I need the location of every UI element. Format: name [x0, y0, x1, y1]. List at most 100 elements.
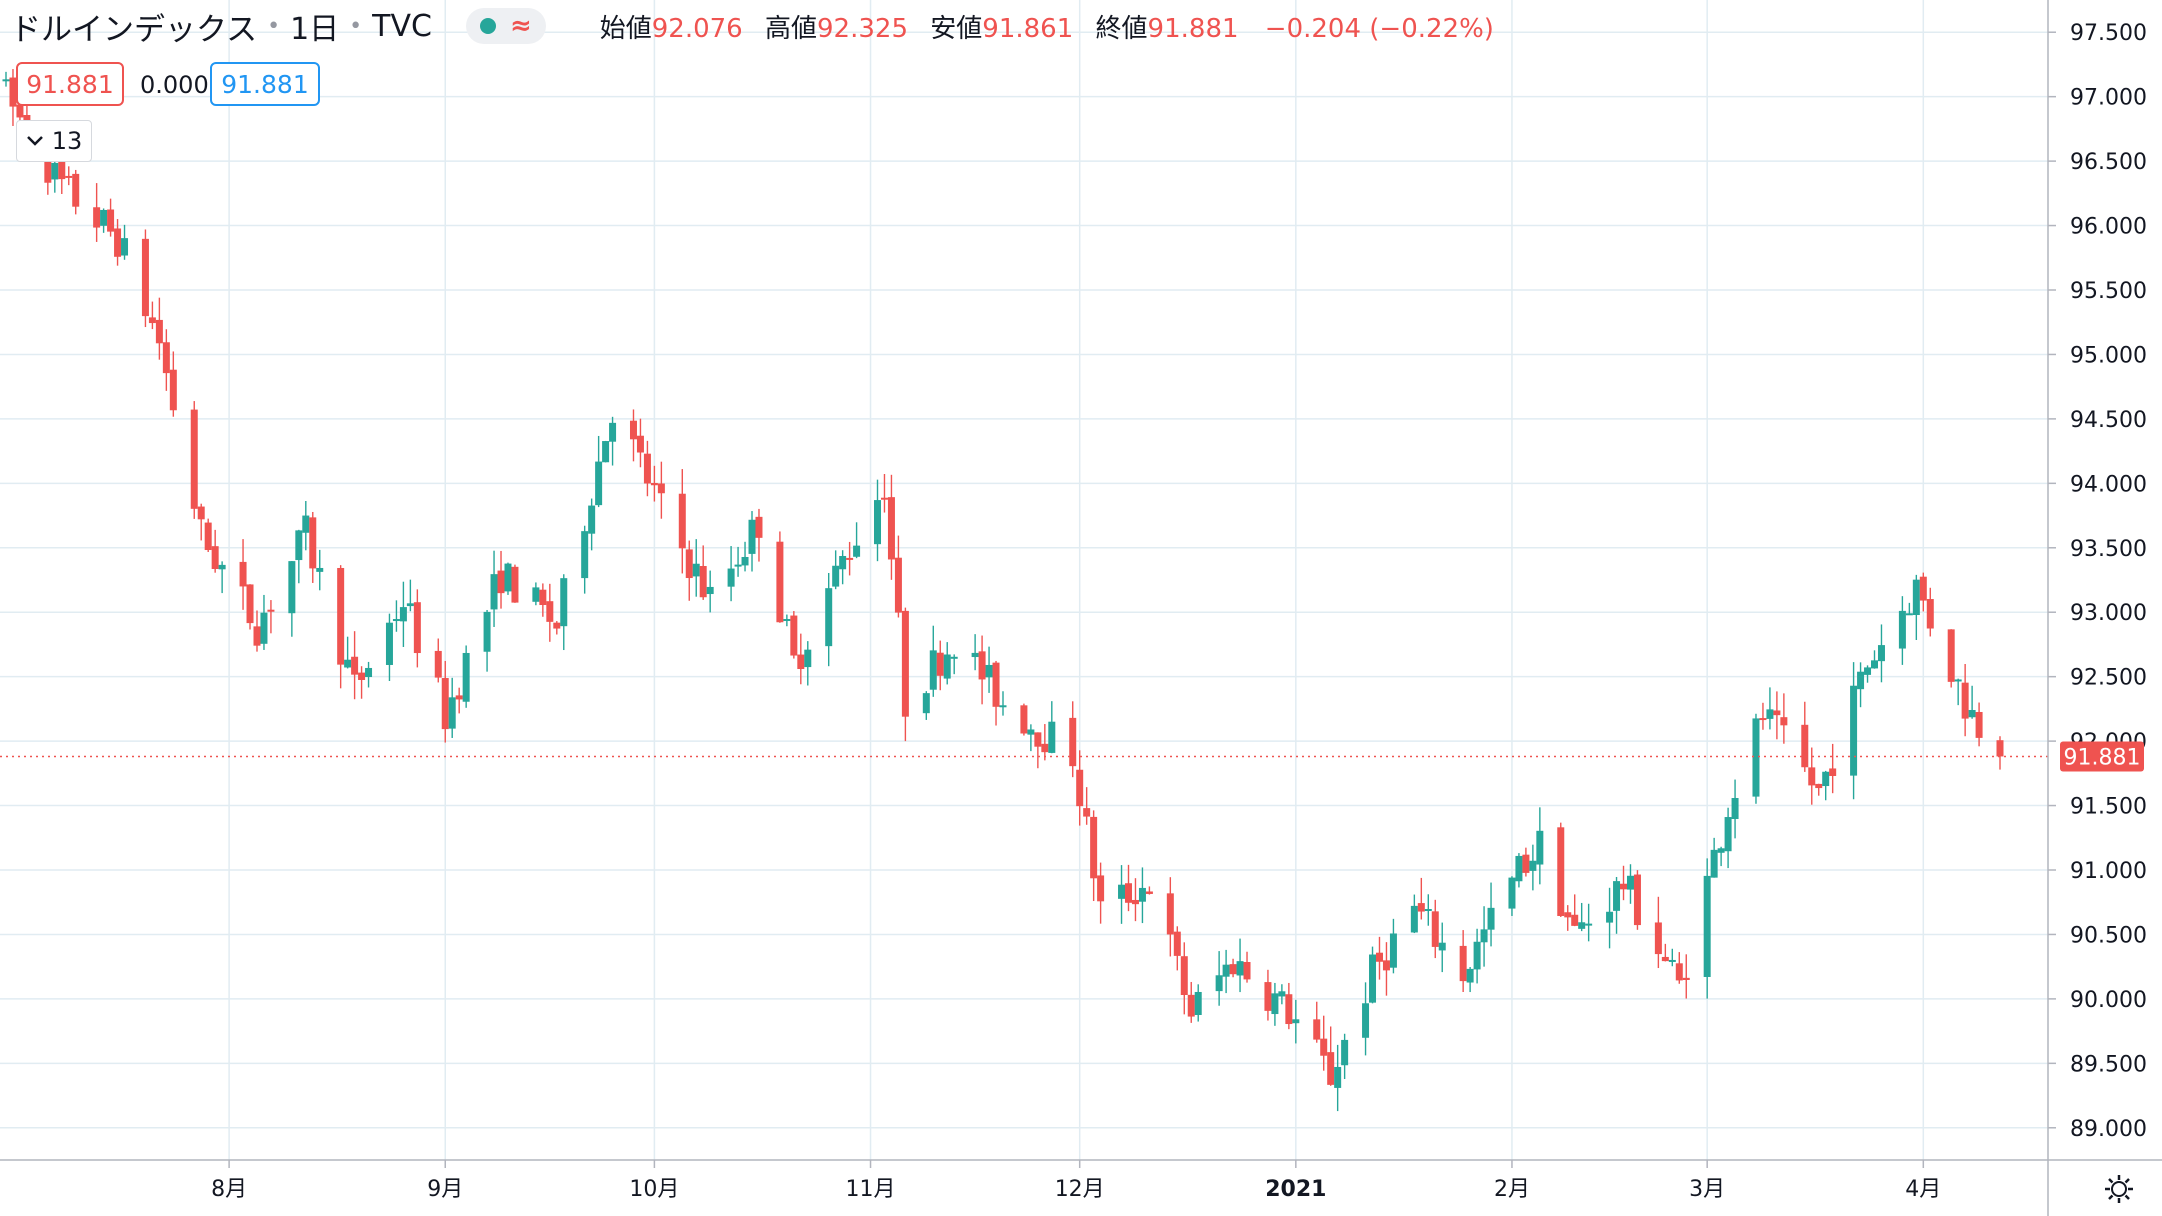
candle[interactable]	[825, 572, 833, 667]
candle[interactable]	[462, 645, 470, 708]
collapse-indicators-button[interactable]: 13	[16, 120, 92, 162]
candle[interactable]	[692, 539, 700, 597]
candle[interactable]	[1166, 877, 1174, 957]
candle[interactable]	[609, 416, 617, 466]
candle[interactable]	[1578, 902, 1586, 932]
candle[interactable]	[1654, 896, 1662, 969]
symbol-title[interactable]: ドルインデックス	[10, 11, 258, 48]
candle[interactable]	[211, 529, 219, 573]
candle[interactable]	[1808, 747, 1816, 805]
candle[interactable]	[1926, 587, 1934, 637]
candle[interactable]	[685, 540, 693, 601]
interval-label[interactable]: 1日	[290, 12, 340, 47]
candle[interactable]	[1522, 847, 1530, 877]
candle[interactable]	[1815, 783, 1823, 796]
candle[interactable]	[1731, 779, 1739, 839]
candle[interactable]	[1459, 930, 1467, 992]
candle[interactable]	[1975, 702, 1983, 747]
candle[interactable]	[950, 654, 958, 675]
candle[interactable]	[1857, 662, 1865, 708]
candle[interactable]	[253, 610, 261, 652]
candle[interactable]	[1606, 887, 1614, 949]
candle[interactable]	[1285, 982, 1293, 1030]
candle[interactable]	[93, 183, 101, 242]
candle[interactable]	[1919, 572, 1927, 612]
candle[interactable]	[1661, 943, 1669, 962]
candle[interactable]	[1334, 1044, 1342, 1112]
candle[interactable]	[316, 549, 324, 591]
candle[interactable]	[1801, 701, 1809, 772]
candle[interactable]	[588, 498, 596, 551]
candle[interactable]	[1898, 596, 1906, 665]
candle[interactable]	[797, 633, 805, 685]
candle[interactable]	[539, 583, 547, 617]
candle[interactable]	[783, 614, 791, 627]
candle[interactable]	[853, 522, 861, 559]
candle[interactable]	[1613, 876, 1621, 934]
candle[interactable]	[511, 564, 519, 603]
candle[interactable]	[246, 584, 254, 630]
candle[interactable]	[985, 646, 993, 693]
candle[interactable]	[894, 535, 902, 618]
candle[interactable]	[560, 574, 568, 651]
candle[interactable]	[114, 219, 122, 266]
candle[interactable]	[434, 638, 442, 683]
candle[interactable]	[699, 545, 707, 600]
candle[interactable]	[1327, 1026, 1335, 1086]
indicator-value-box-blue[interactable]: 91.881	[210, 62, 320, 106]
candle[interactable]	[1229, 958, 1237, 978]
candle[interactable]	[734, 546, 742, 577]
candle[interactable]	[1222, 949, 1230, 994]
candle[interactable]	[365, 661, 373, 688]
candle[interactable]	[406, 579, 414, 612]
candle[interactable]	[657, 461, 665, 519]
candle[interactable]	[1766, 687, 1774, 730]
candle[interactable]	[490, 550, 498, 627]
candle[interactable]	[1292, 999, 1300, 1044]
candle[interactable]	[1536, 807, 1544, 885]
candle[interactable]	[755, 508, 763, 562]
candle[interactable]	[483, 609, 491, 672]
candle[interactable]	[162, 329, 170, 391]
candle[interactable]	[197, 503, 205, 541]
candle[interactable]	[1905, 602, 1913, 616]
candle[interactable]	[1626, 864, 1634, 904]
candle[interactable]	[1487, 882, 1495, 947]
candle[interactable]	[295, 529, 303, 584]
candle[interactable]	[385, 613, 393, 682]
candle[interactable]	[874, 479, 882, 562]
candle[interactable]	[1466, 966, 1474, 993]
candle[interactable]	[1529, 844, 1537, 891]
candle[interactable]	[999, 691, 1007, 716]
candle[interactable]	[1710, 837, 1718, 878]
candle[interactable]	[1236, 938, 1244, 993]
candle[interactable]	[1877, 624, 1885, 683]
wave-icon[interactable]: ≈	[509, 11, 532, 41]
candle[interactable]	[344, 636, 352, 669]
candle[interactable]	[1717, 846, 1725, 867]
candle[interactable]	[706, 570, 714, 613]
candle[interactable]	[1668, 948, 1676, 967]
candle[interactable]	[100, 208, 108, 233]
candle[interactable]	[1271, 982, 1279, 1026]
candle[interactable]	[1438, 922, 1446, 973]
candle[interactable]	[351, 631, 359, 700]
candle[interactable]	[1173, 926, 1181, 971]
candle[interactable]	[155, 297, 163, 360]
candle[interactable]	[441, 660, 449, 743]
candle[interactable]	[1145, 886, 1153, 895]
candle[interactable]	[595, 435, 603, 508]
candle[interactable]	[1473, 928, 1481, 984]
candle[interactable]	[218, 561, 226, 594]
candle[interactable]	[1564, 905, 1572, 931]
candle[interactable]	[141, 229, 149, 328]
candle[interactable]	[1682, 954, 1690, 999]
candle[interactable]	[1620, 865, 1628, 901]
candle[interactable]	[1264, 969, 1272, 1021]
candle[interactable]	[602, 440, 610, 463]
candle[interactable]	[1703, 858, 1711, 999]
candle[interactable]	[337, 565, 345, 689]
candle[interactable]	[1341, 1033, 1349, 1080]
candle[interactable]	[839, 550, 847, 585]
candle[interactable]	[239, 539, 247, 610]
